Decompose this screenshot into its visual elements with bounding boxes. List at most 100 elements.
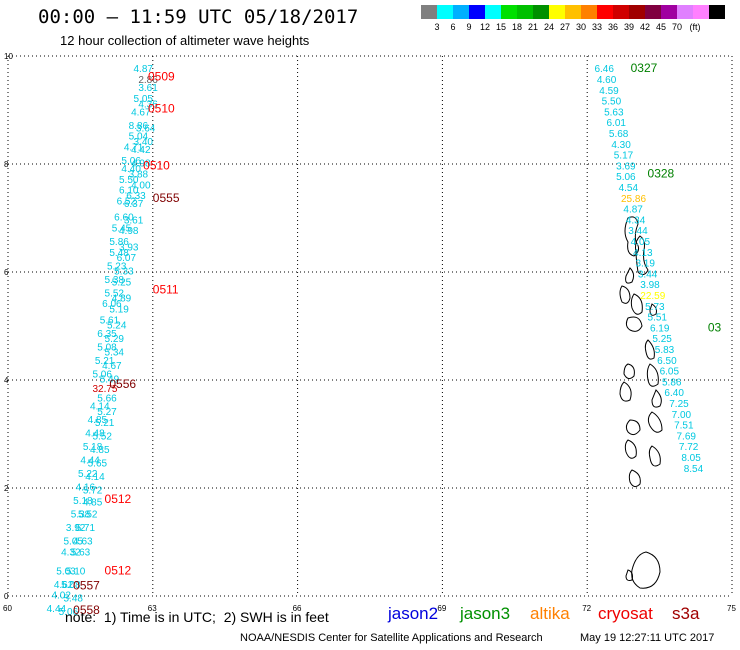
- wave-height-value: 5.08: [61, 580, 81, 591]
- pass-time-label: 0511: [153, 283, 179, 297]
- wave-height-value: 5.17: [614, 151, 634, 162]
- wave-height-value: 4.85: [90, 445, 110, 456]
- y-tick-label: 10: [4, 52, 13, 61]
- wave-height-value: 5.45: [112, 224, 132, 235]
- wave-height-value: 3.44: [638, 269, 658, 280]
- wave-height-value: 5.50: [602, 97, 622, 108]
- colorbar-swatch: [437, 5, 453, 19]
- atoll-outline: [651, 389, 662, 408]
- wave-height-value: 5.21: [95, 418, 115, 429]
- wave-height-value: 5.63: [604, 107, 624, 118]
- colorbar-swatch: [645, 5, 661, 19]
- x-tick-label: 72: [582, 604, 591, 613]
- wave-height-value: 3.64: [136, 124, 156, 135]
- colorbar-label: 27: [559, 22, 570, 32]
- pass-time-label: 0512: [105, 492, 132, 506]
- wave-height-value: 8.86: [129, 121, 149, 132]
- wave-height-value: 5.05: [64, 537, 84, 548]
- legend-cryosat: cryosat: [598, 604, 653, 623]
- wave-height-value: 5.73: [645, 302, 665, 313]
- colorbar-swatch: [693, 5, 709, 19]
- wave-height-value: 5.48: [109, 248, 129, 259]
- wave-height-value: 4.87: [133, 64, 153, 75]
- wave-height-value: 5.22: [78, 469, 98, 480]
- footer-note: note: 1) Time is in UTC; 2) SWH is in fe…: [65, 609, 329, 625]
- wave-height-value: 4.14: [90, 402, 110, 413]
- wave-height-value: 7.69: [676, 431, 696, 442]
- wave-height-value: 5.33: [114, 267, 134, 278]
- wave-height-value: 6.06: [102, 299, 122, 310]
- wave-height-value: 3.69: [616, 161, 636, 172]
- wave-height-value: 4.48: [85, 429, 105, 440]
- wave-height-value: 7.72: [679, 442, 699, 453]
- x-tick-label: 66: [293, 604, 302, 613]
- wave-height-value: 25.86: [621, 194, 646, 205]
- wave-height-value: 3.92: [66, 523, 86, 534]
- colorbar-label: 12: [479, 22, 490, 32]
- wave-height-value: 4.85: [88, 415, 108, 426]
- wave-height-value: 3.44: [628, 226, 648, 237]
- colorbar-label: 15: [495, 22, 506, 32]
- wave-height-value: 4.44: [47, 604, 67, 615]
- wave-height-value: 4.13: [633, 248, 653, 259]
- colorbar-swatch: [677, 5, 693, 19]
- atoll-outline: [647, 411, 663, 433]
- wave-height-value: 3.61: [124, 215, 144, 226]
- wave-height-value: 5.18: [73, 496, 93, 507]
- wave-height-value: 5.27: [97, 407, 117, 418]
- wave-height-value: 5.72: [83, 485, 103, 496]
- wave-height-value: 5.61: [100, 315, 120, 326]
- map-title: 00:00 – 11:59 UTC 05/18/2017: [38, 6, 359, 28]
- wave-height-value: 3.93: [119, 242, 139, 253]
- wave-height-value: 5.83: [655, 345, 675, 356]
- colorbar-swatch: [469, 5, 485, 19]
- wave-height-value: 4.36: [138, 99, 158, 110]
- wave-height-value: 5.52: [78, 510, 98, 521]
- wave-height-value: 7.00: [672, 410, 692, 421]
- wave-height-value: 6.35: [97, 329, 117, 340]
- colorbar-swatch: [421, 5, 437, 19]
- colorbar-swatch: [661, 5, 677, 19]
- atoll-outline: [649, 303, 657, 316]
- wave-height-value: 4.60: [597, 75, 617, 86]
- wave-height-value: 5.18: [83, 442, 103, 453]
- y-tick-label: 8: [4, 160, 9, 169]
- wave-height-value: 7.51: [674, 421, 694, 432]
- wave-height-value: 3.88: [129, 170, 149, 181]
- x-tick-label: 75: [727, 604, 736, 613]
- colorbar-label: 45: [655, 22, 666, 32]
- wave-height-value: 6.19: [650, 323, 670, 334]
- colorbar-label: 33: [591, 22, 602, 32]
- wave-height-value: 5.08: [97, 342, 117, 353]
- wave-height-value: 6.37: [124, 199, 144, 210]
- credit-line: NOAA/NESDIS Center for Satellite Applica…: [240, 632, 543, 644]
- wave-height-value: 5.71: [76, 523, 96, 534]
- pass-time-label: 0555: [153, 191, 180, 205]
- wave-height-value: 6.60: [114, 213, 134, 224]
- wave-height-value: 5.25: [112, 278, 132, 289]
- wave-height-value: 5.68: [609, 129, 629, 140]
- colorbar-swatch: [709, 5, 725, 19]
- wave-height-value: 32.75: [92, 384, 117, 395]
- colorbar-unit: (ft): [689, 22, 701, 32]
- colorbar-swatch: [629, 5, 645, 19]
- wave-height-value: 5.34: [105, 348, 125, 359]
- wave-height-value: 5.06: [92, 369, 112, 380]
- wave-height-value: 2.86: [138, 75, 158, 86]
- pass-time-label: 0556: [109, 377, 136, 391]
- wave-height-value: 8.54: [684, 464, 704, 475]
- wave-height-value: 5.52: [92, 431, 112, 442]
- wave-height-value: 5.38: [105, 275, 125, 286]
- wave-height-value: 5.21: [95, 356, 115, 367]
- wave-height-value: 4.98: [119, 226, 139, 237]
- generated-timestamp: May 19 12:27:11 UTC 2017: [580, 632, 715, 644]
- wave-height-value: 5.19: [109, 305, 129, 316]
- wave-height-value: 4.87: [623, 205, 643, 216]
- colorbar-label: 70: [671, 22, 682, 32]
- wave-height-value: 6.10: [119, 186, 139, 197]
- colorbar-swatch: [517, 5, 533, 19]
- x-tick-label: 69: [437, 604, 446, 613]
- colorbar-swatch: [501, 5, 517, 19]
- colorbar-swatch: [549, 5, 565, 19]
